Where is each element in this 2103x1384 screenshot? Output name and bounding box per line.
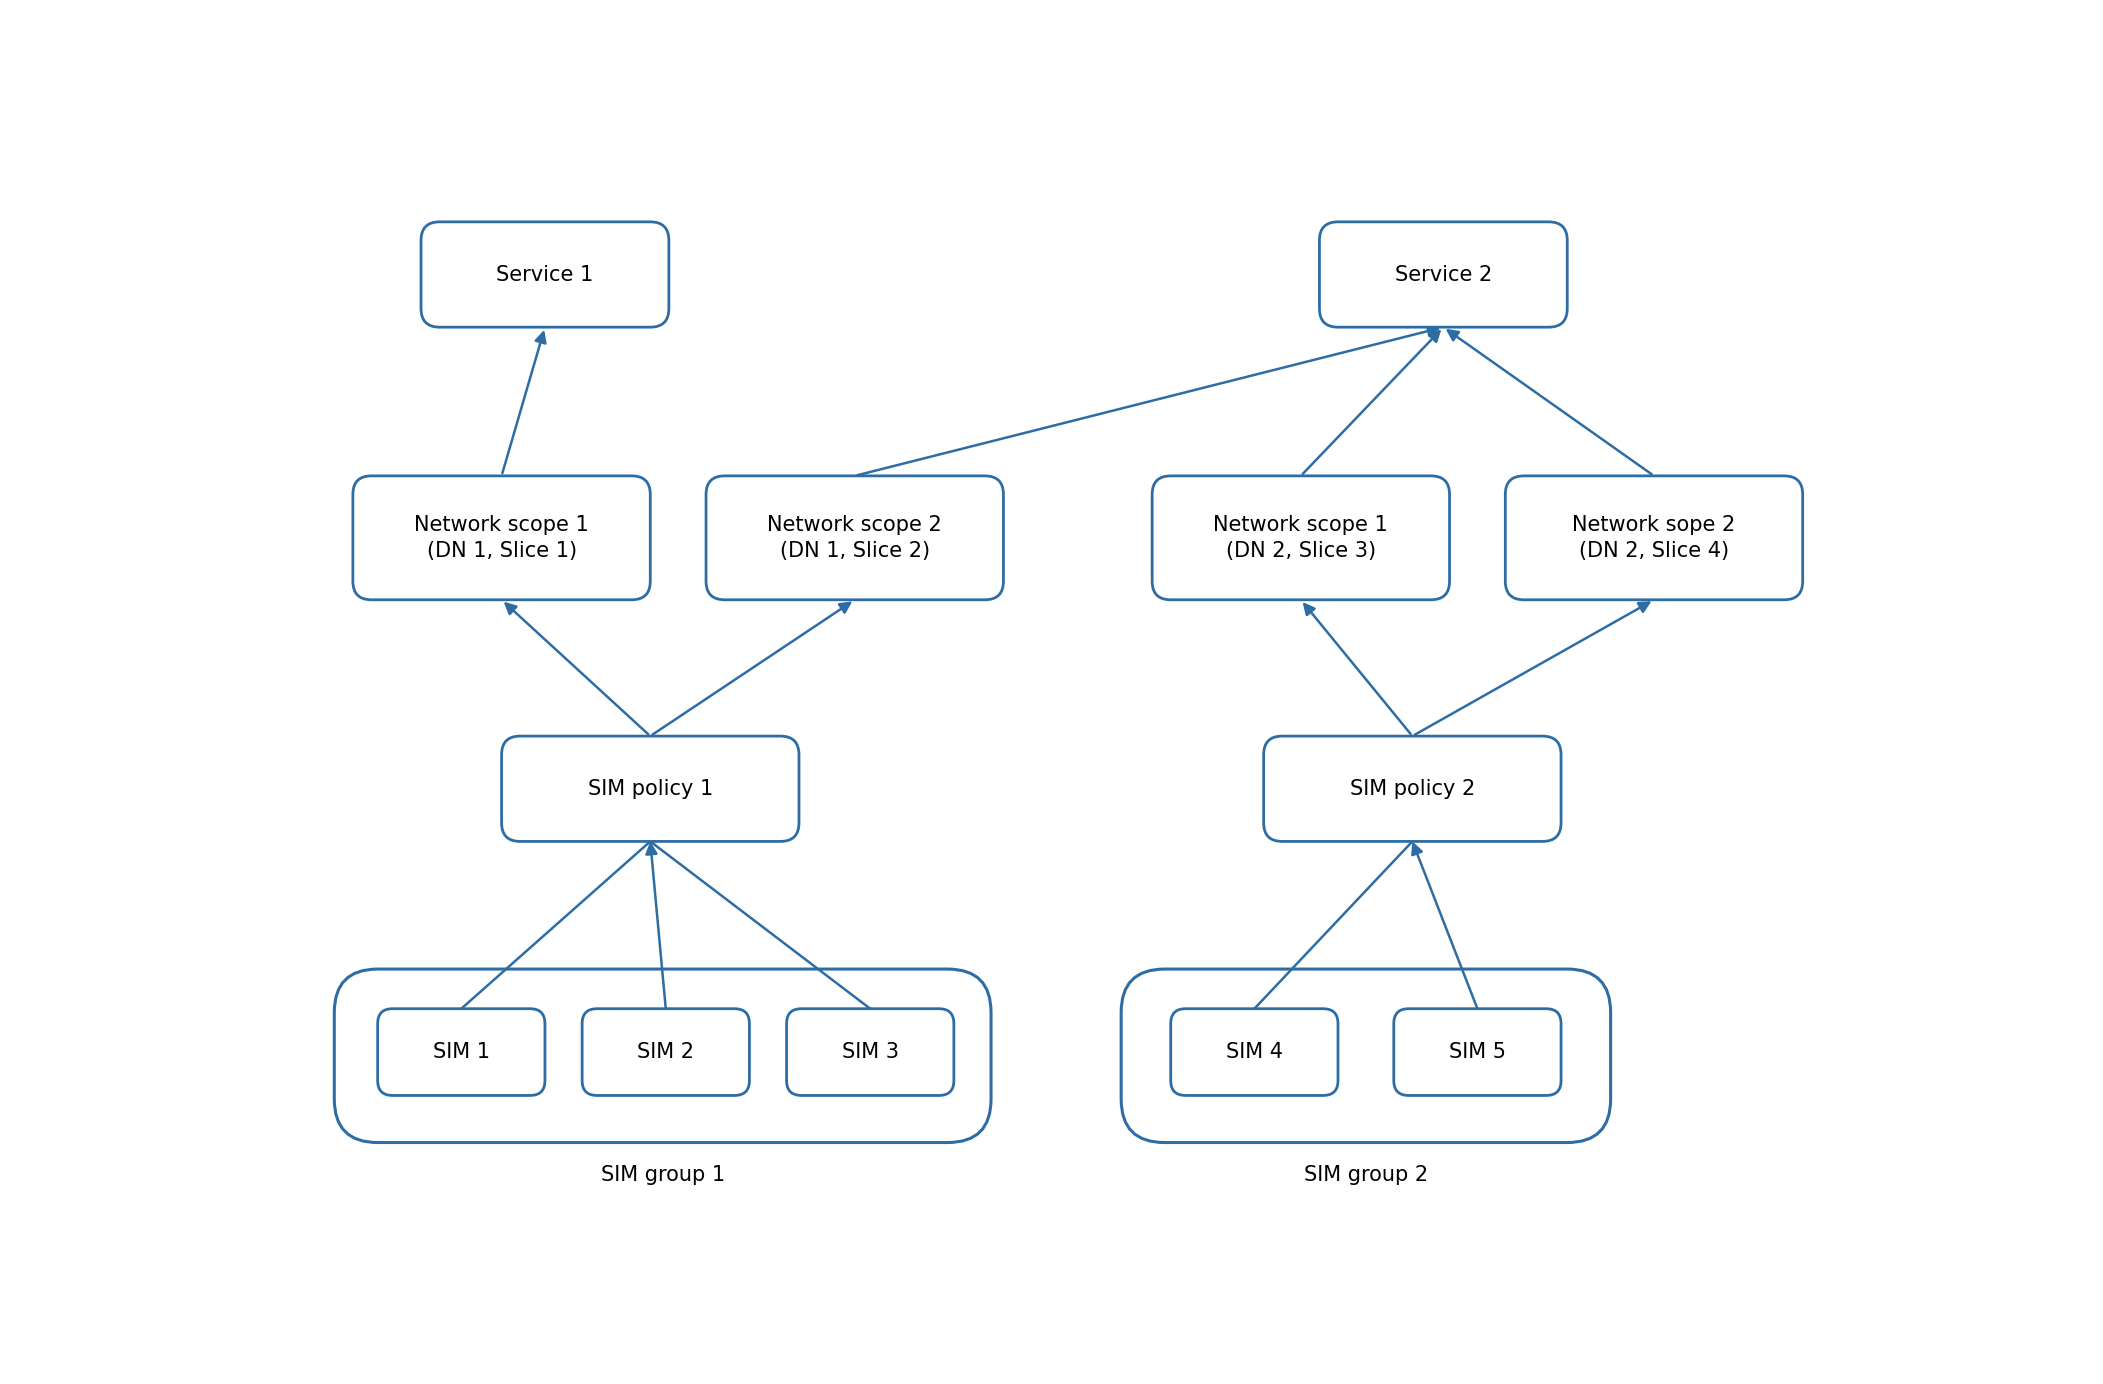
- FancyBboxPatch shape: [1506, 476, 1802, 599]
- Text: Service 1: Service 1: [496, 264, 593, 285]
- FancyBboxPatch shape: [1264, 736, 1560, 841]
- FancyBboxPatch shape: [421, 221, 669, 327]
- Text: Network scope 1
(DN 2, Slice 3): Network scope 1 (DN 2, Slice 3): [1213, 515, 1388, 561]
- FancyBboxPatch shape: [707, 476, 1003, 599]
- FancyBboxPatch shape: [503, 736, 799, 841]
- Text: SIM 4: SIM 4: [1226, 1042, 1283, 1062]
- FancyBboxPatch shape: [1152, 476, 1449, 599]
- FancyBboxPatch shape: [1319, 221, 1567, 327]
- FancyBboxPatch shape: [1121, 969, 1611, 1143]
- Text: SIM 1: SIM 1: [433, 1042, 490, 1062]
- Text: SIM 2: SIM 2: [637, 1042, 694, 1062]
- Text: SIM policy 1: SIM policy 1: [587, 779, 713, 799]
- Text: SIM policy 2: SIM policy 2: [1350, 779, 1474, 799]
- Text: Service 2: Service 2: [1394, 264, 1491, 285]
- FancyBboxPatch shape: [787, 1009, 955, 1096]
- FancyBboxPatch shape: [583, 1009, 749, 1096]
- FancyBboxPatch shape: [334, 969, 991, 1143]
- Text: SIM 5: SIM 5: [1449, 1042, 1506, 1062]
- Text: Network sope 2
(DN 2, Slice 4): Network sope 2 (DN 2, Slice 4): [1573, 515, 1735, 561]
- Text: Network scope 2
(DN 1, Slice 2): Network scope 2 (DN 1, Slice 2): [768, 515, 942, 561]
- FancyBboxPatch shape: [1394, 1009, 1560, 1096]
- FancyBboxPatch shape: [353, 476, 650, 599]
- Text: Network scope 1
(DN 1, Slice 1): Network scope 1 (DN 1, Slice 1): [414, 515, 589, 561]
- FancyBboxPatch shape: [1171, 1009, 1338, 1096]
- Text: SIM 3: SIM 3: [841, 1042, 898, 1062]
- Text: SIM group 2: SIM group 2: [1304, 1165, 1428, 1185]
- Text: SIM group 1: SIM group 1: [601, 1165, 726, 1185]
- FancyBboxPatch shape: [379, 1009, 545, 1096]
